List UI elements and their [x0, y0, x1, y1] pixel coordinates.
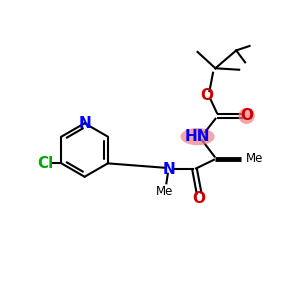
Text: O: O [200, 88, 213, 103]
Text: Cl: Cl [37, 156, 53, 171]
Text: N: N [163, 162, 176, 177]
Ellipse shape [238, 108, 255, 124]
Text: Me: Me [246, 152, 263, 165]
Text: Me: Me [156, 185, 173, 198]
Text: O: O [240, 108, 253, 123]
Ellipse shape [181, 128, 214, 145]
Text: N: N [78, 116, 91, 131]
Text: HN: HN [185, 129, 210, 144]
Text: O: O [193, 191, 206, 206]
